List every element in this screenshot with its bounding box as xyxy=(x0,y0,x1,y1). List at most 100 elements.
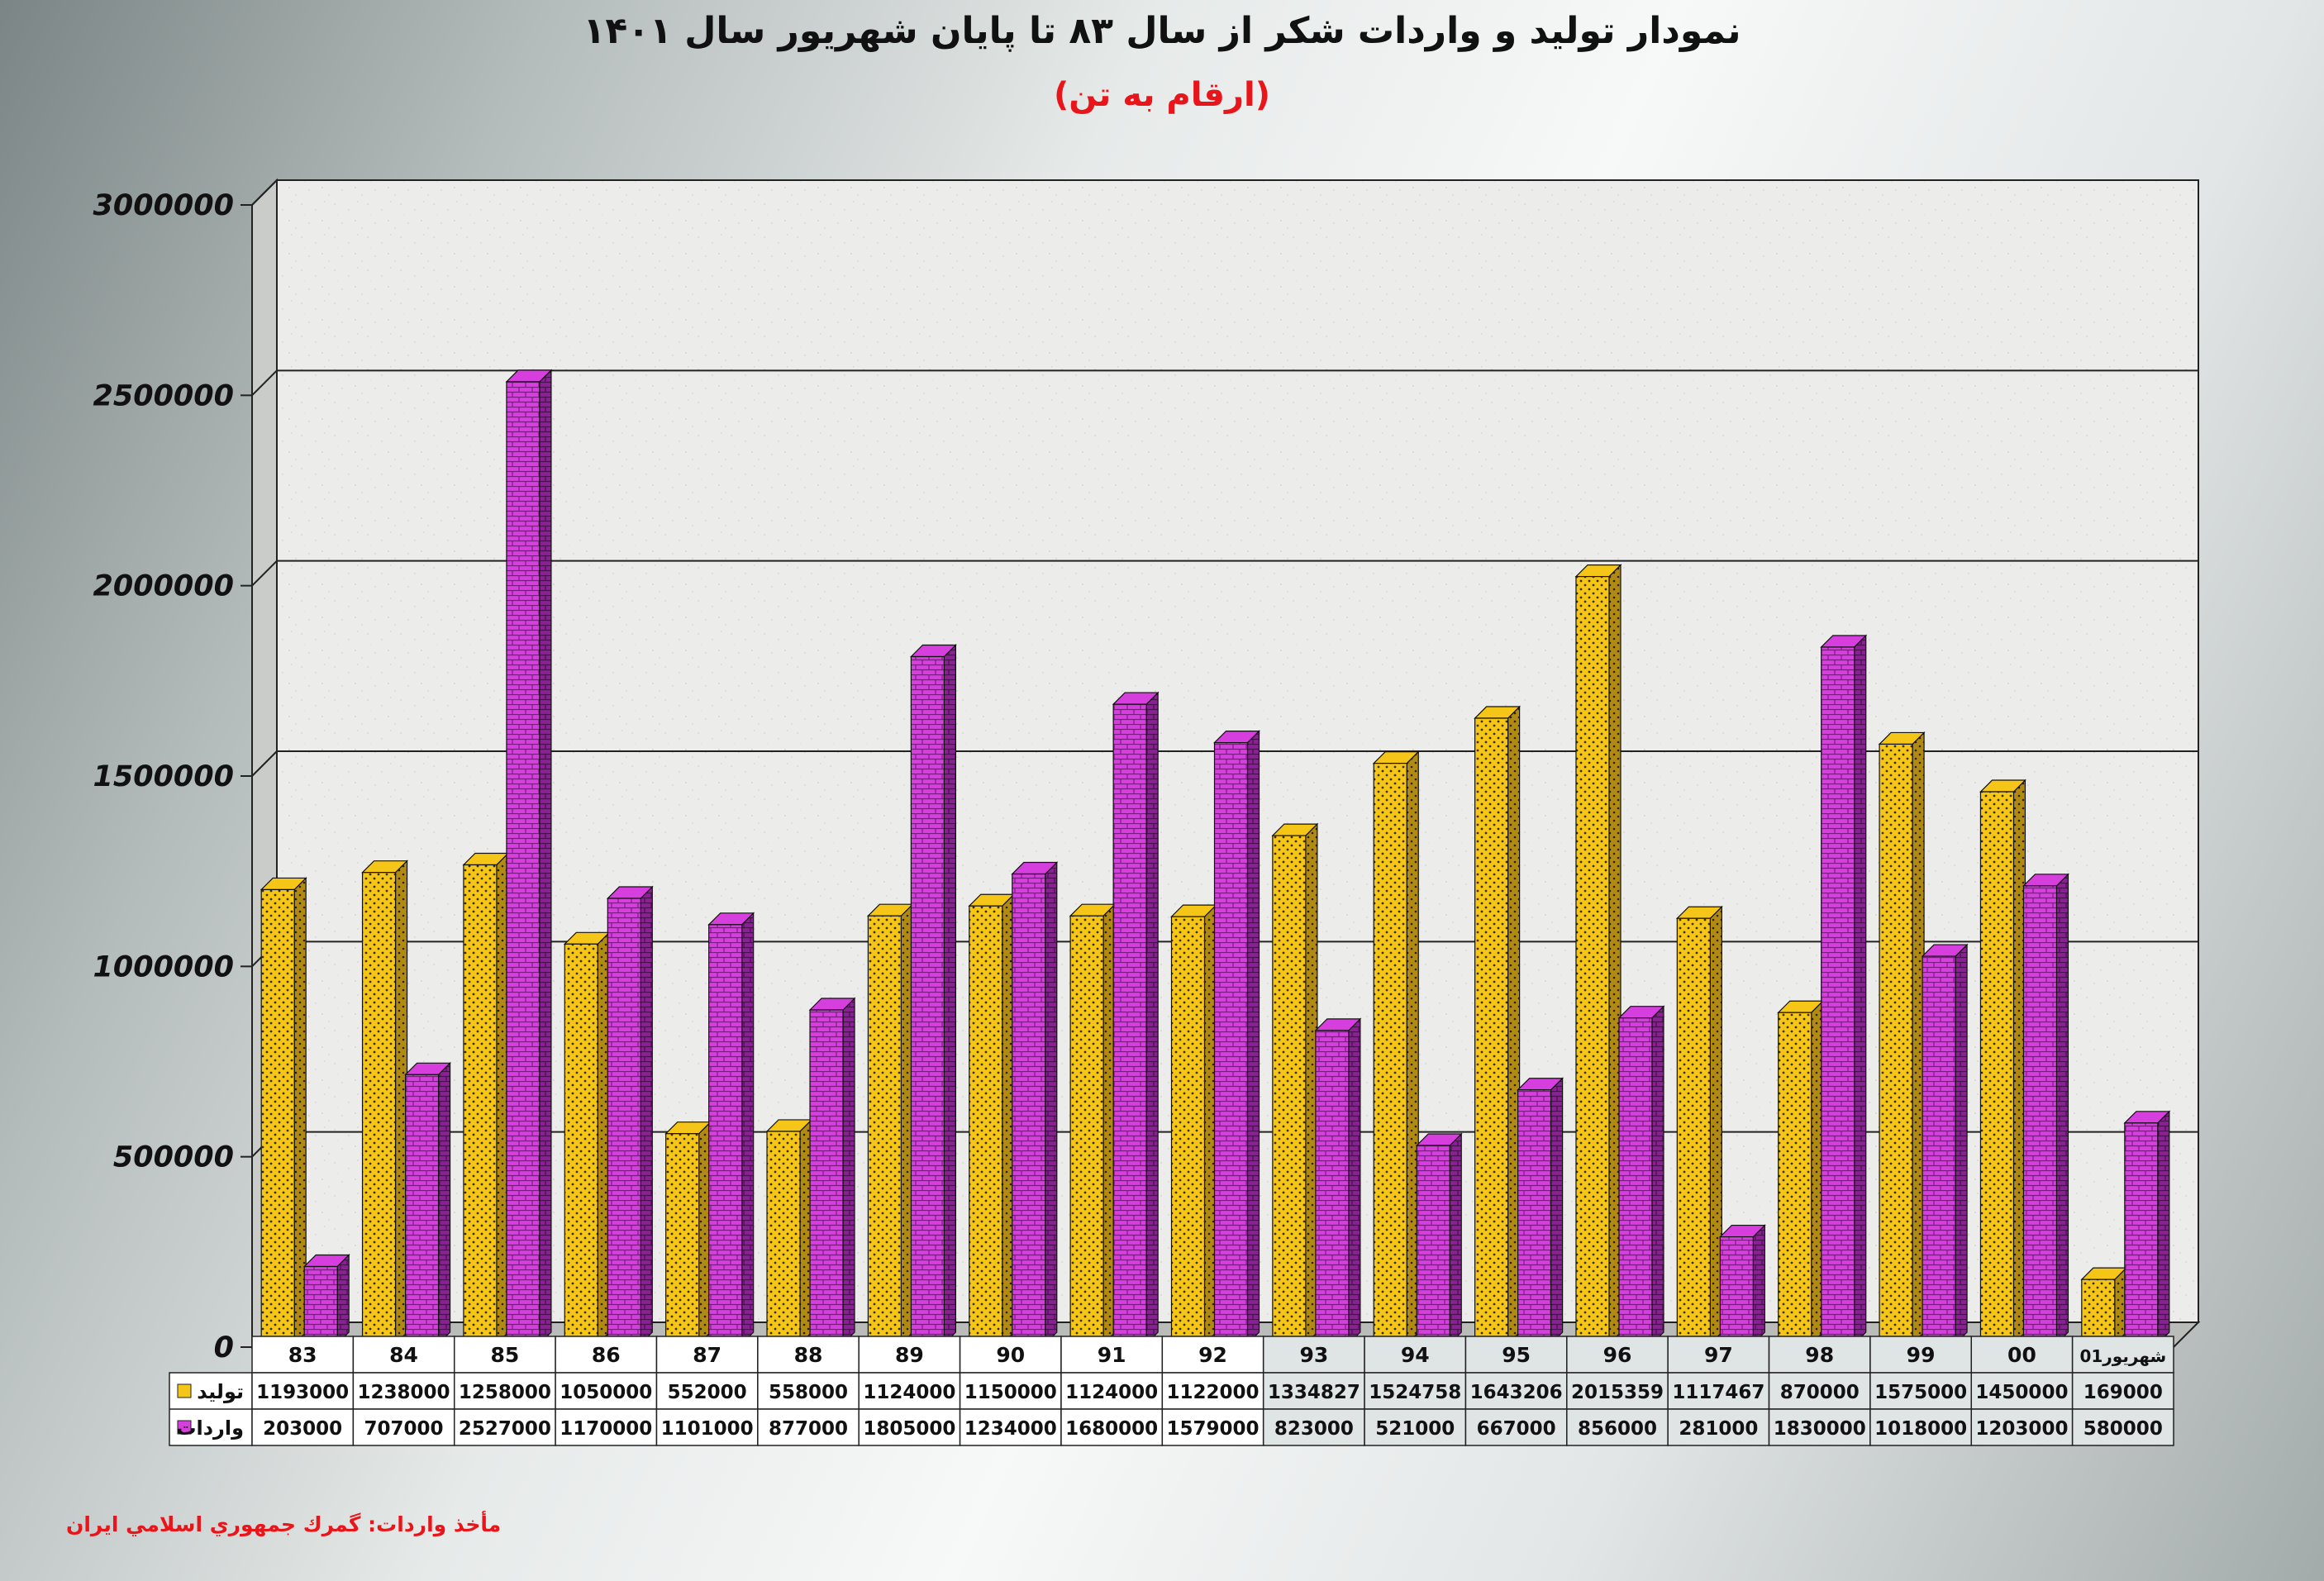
bar-side xyxy=(943,644,956,1345)
bar-front xyxy=(564,943,598,1345)
table-category-label: 97 xyxy=(1704,1343,1733,1367)
bar-side xyxy=(2055,873,2069,1345)
table-cell xyxy=(1464,1408,1568,1446)
table-data-label: 1150000 xyxy=(964,1382,1057,1403)
legend-swatch-imports xyxy=(177,1420,192,1435)
table-data-label: 877000 xyxy=(769,1418,848,1440)
bar-imports xyxy=(1820,634,1868,1345)
bar-side xyxy=(1651,1005,1664,1345)
legend-swatch-production xyxy=(177,1383,192,1398)
bar-imports xyxy=(1112,691,1160,1345)
table-category-label: 91 xyxy=(1098,1343,1126,1367)
table-cell xyxy=(1667,1408,1770,1446)
table-cell xyxy=(1161,1336,1264,1374)
bar-front xyxy=(1315,1030,1350,1345)
table-data-label: 1450000 xyxy=(1975,1382,2068,1403)
table-category-label: 00 xyxy=(2007,1343,2036,1367)
bar-imports xyxy=(2022,873,2069,1345)
table-category-label: 87 xyxy=(693,1343,721,1367)
bar-side xyxy=(336,1254,350,1345)
table-cell xyxy=(1364,1408,1467,1446)
table-cell xyxy=(1262,1336,1365,1374)
bar-front xyxy=(1517,1089,1552,1345)
table-data-label: 580000 xyxy=(2084,1418,2163,1440)
bar-imports xyxy=(1415,1132,1463,1345)
bar-production xyxy=(765,1118,813,1345)
legend-label-imports: واردات xyxy=(176,1417,244,1440)
table-cell xyxy=(2071,1408,2174,1446)
table-data-label: 1805000 xyxy=(863,1418,955,1440)
bar-side xyxy=(842,997,855,1345)
table-data-label: 2015359 xyxy=(1571,1382,1664,1403)
bar-imports xyxy=(1921,943,1969,1345)
table-cell xyxy=(858,1408,961,1446)
table-cell xyxy=(1970,1372,2074,1410)
table-data-label: 552000 xyxy=(668,1382,747,1403)
bar-front xyxy=(1416,1145,1450,1345)
bar-front xyxy=(1879,743,1913,1345)
table-data-label: 1117467 xyxy=(1672,1382,1764,1403)
bar-side xyxy=(437,1061,451,1345)
table-cell xyxy=(655,1336,759,1374)
gridline-side xyxy=(251,560,278,587)
table-cell xyxy=(1464,1336,1568,1374)
table-data-label: 1524758 xyxy=(1369,1382,1461,1403)
bar-production xyxy=(1372,750,1420,1345)
bar-front xyxy=(506,381,541,1345)
bar-side xyxy=(539,369,552,1345)
bar-production xyxy=(462,852,510,1345)
bar-front xyxy=(2124,1122,2159,1345)
legend-label-production: تولید xyxy=(197,1380,244,1403)
table-cell xyxy=(1262,1408,1365,1446)
bar-production xyxy=(1878,731,1926,1345)
table-data-label: 1124000 xyxy=(863,1382,955,1403)
table-cell xyxy=(1667,1372,1770,1410)
bar-side xyxy=(1348,1017,1361,1345)
bar-imports xyxy=(1517,1077,1564,1345)
bar-side xyxy=(741,912,755,1345)
bar-production xyxy=(1979,779,2026,1345)
table-cell xyxy=(1667,1336,1770,1374)
table-cell xyxy=(453,1408,556,1446)
bar-side xyxy=(1145,691,1159,1345)
bar-front xyxy=(910,655,945,1345)
bar-production xyxy=(2080,1266,2128,1345)
bar-imports xyxy=(909,644,957,1345)
bar-front xyxy=(708,924,743,1345)
table-category-label: 96 xyxy=(1603,1343,1632,1367)
chart-subtitle: (ارقام به تن) xyxy=(1054,76,1270,114)
bar-imports xyxy=(404,1061,452,1345)
table-cell xyxy=(959,1336,1062,1374)
bar-imports xyxy=(505,369,553,1345)
bar-front xyxy=(1922,955,1956,1345)
bar-production xyxy=(664,1121,712,1345)
table-data-label: 521000 xyxy=(1375,1418,1455,1440)
bar-side xyxy=(1045,861,1058,1345)
table-cell xyxy=(959,1372,1062,1410)
bar-front xyxy=(303,1265,338,1345)
bars xyxy=(260,369,2171,1345)
bar-side xyxy=(640,885,653,1345)
bar-imports xyxy=(707,912,755,1345)
bar-production xyxy=(968,893,1016,1345)
table-cell xyxy=(858,1372,961,1410)
bar-front xyxy=(1979,791,2015,1345)
table-category-label: 83 xyxy=(288,1343,317,1367)
bar-front xyxy=(1112,703,1147,1345)
table-cell xyxy=(1566,1408,1669,1446)
table-cell xyxy=(555,1372,658,1410)
y-tick-label: 2500000 xyxy=(93,379,234,412)
table-cell xyxy=(555,1408,658,1446)
table-data-label: 1334827 xyxy=(1268,1382,1360,1403)
table-category-label: 94 xyxy=(1401,1343,1430,1367)
y-tick-label: 0 xyxy=(214,1331,234,1364)
source-note: مأخذ واردات: گمرك جمهوري اسلامي ايران xyxy=(66,1512,502,1536)
bar-front xyxy=(607,898,641,1345)
bar-front xyxy=(1373,762,1407,1345)
bar-production xyxy=(1474,705,1522,1345)
table-data-label: 1018000 xyxy=(1874,1418,1967,1440)
bar-production xyxy=(1675,905,1723,1345)
table-data-label: 2527000 xyxy=(459,1418,551,1440)
table-cell xyxy=(1768,1336,1871,1374)
